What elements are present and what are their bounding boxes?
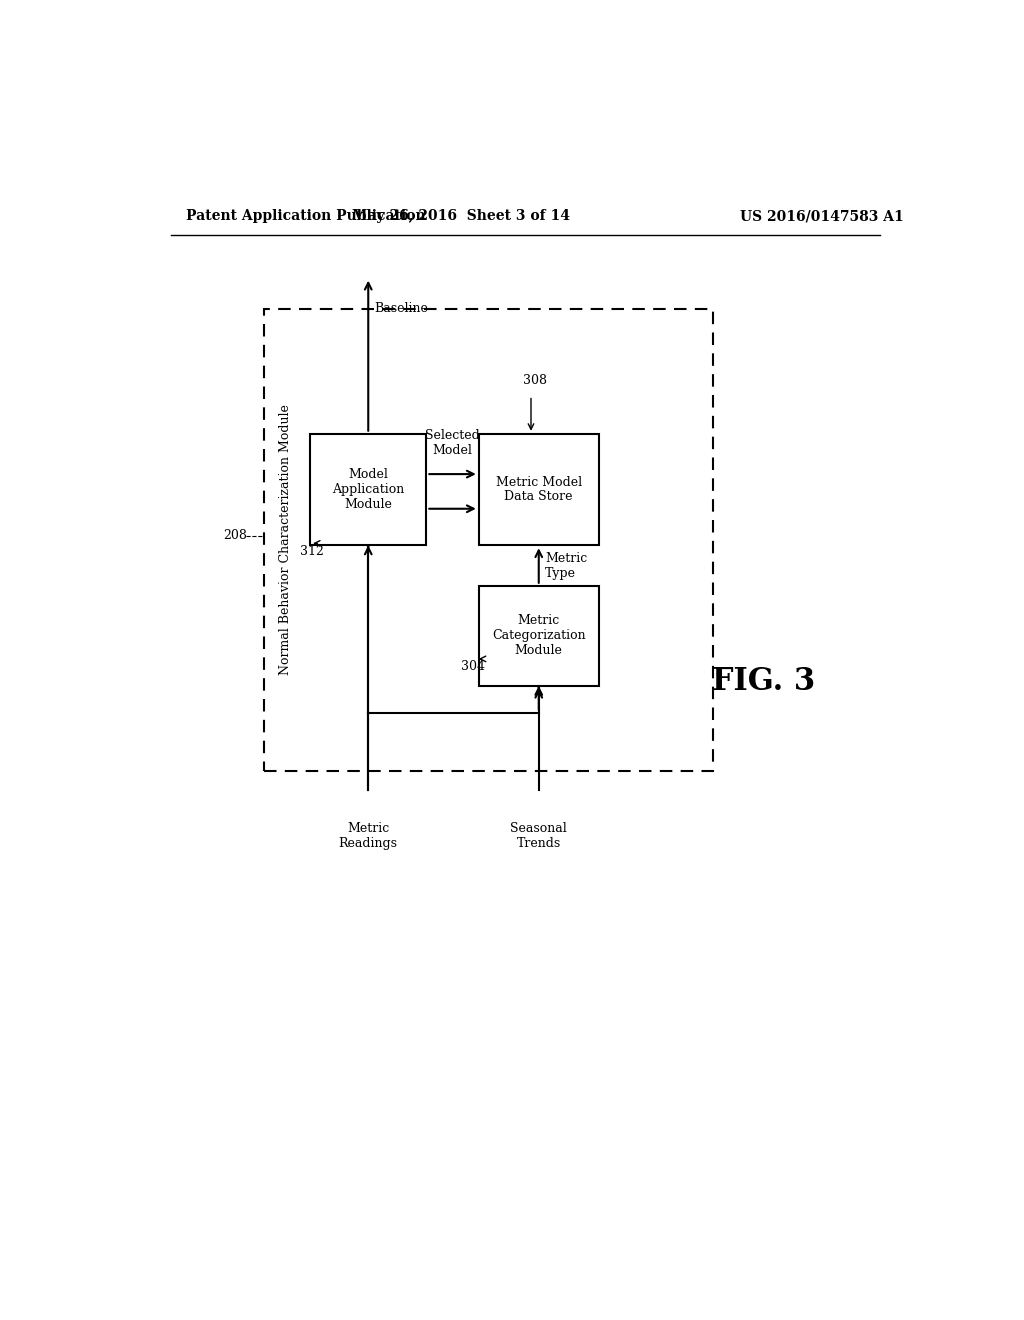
Bar xyxy=(478,434,599,545)
Bar xyxy=(478,586,599,686)
Text: May 26, 2016  Sheet 3 of 14: May 26, 2016 Sheet 3 of 14 xyxy=(352,209,570,223)
Text: 308: 308 xyxy=(523,374,547,387)
Text: Metric Model
Data Store: Metric Model Data Store xyxy=(496,475,582,503)
Text: 304: 304 xyxy=(461,660,485,673)
Text: Metric
Categorization
Module: Metric Categorization Module xyxy=(492,614,586,657)
Text: FIG. 3: FIG. 3 xyxy=(712,667,815,697)
Text: 312: 312 xyxy=(300,545,324,557)
Text: Model
Application
Module: Model Application Module xyxy=(332,469,404,511)
Text: 208: 208 xyxy=(223,529,247,543)
Text: US 2016/0147583 A1: US 2016/0147583 A1 xyxy=(740,209,904,223)
Bar xyxy=(310,434,426,545)
Text: Seasonal
Trends: Seasonal Trends xyxy=(510,822,567,850)
Text: Patent Application Publication: Patent Application Publication xyxy=(186,209,426,223)
Text: Metric
Readings: Metric Readings xyxy=(339,822,397,850)
Text: Metric
Type: Metric Type xyxy=(545,552,587,579)
Text: Normal Behavior Characterization Module: Normal Behavior Characterization Module xyxy=(279,404,292,675)
Bar xyxy=(263,309,713,771)
Text: Baseline: Baseline xyxy=(375,302,428,315)
Text: Selected
Model: Selected Model xyxy=(425,429,480,457)
